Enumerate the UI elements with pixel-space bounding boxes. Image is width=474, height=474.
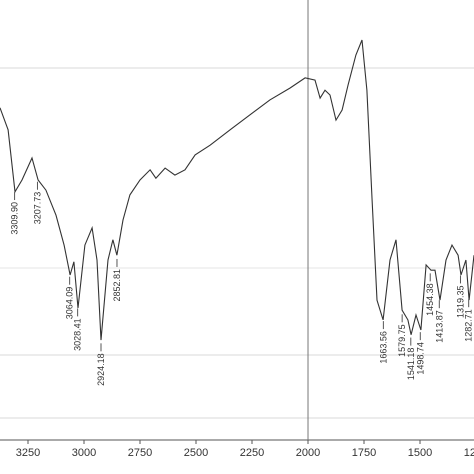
x-tick-label: 1750 <box>352 447 376 459</box>
peak-label: 3064.09 <box>65 287 75 320</box>
peak-label: 1282.71 <box>464 309 474 342</box>
x-tick-label: 3250 <box>16 447 40 459</box>
peak-label: 3028.41 <box>73 318 83 351</box>
x-tick-label: 3000 <box>72 447 96 459</box>
peak-label: 1413.87 <box>434 310 444 343</box>
peak-label: 2924.18 <box>96 353 106 386</box>
peak-label: 1498.74 <box>415 342 425 375</box>
peak-label: 1319.35 <box>455 285 465 318</box>
peak-label: 1579.75 <box>397 324 407 357</box>
x-tick-label: 2000 <box>296 447 320 459</box>
x-tick-label: 1500 <box>408 447 432 459</box>
peak-label: 1541.18 <box>406 348 416 381</box>
peak-label: 3207.73 <box>32 192 42 225</box>
peak-label: 1663.56 <box>378 331 388 364</box>
peak-label: 1454.38 <box>425 283 435 316</box>
x-tick-label: 2500 <box>184 447 208 459</box>
peak-label: 3309.90 <box>10 202 20 235</box>
x-tick-label: 2750 <box>128 447 152 459</box>
spectrum-line <box>0 39 474 341</box>
peak-label: 2852.81 <box>112 269 122 302</box>
x-tick-label: 1250 <box>464 447 474 459</box>
x-tick-label: 2250 <box>240 447 264 459</box>
